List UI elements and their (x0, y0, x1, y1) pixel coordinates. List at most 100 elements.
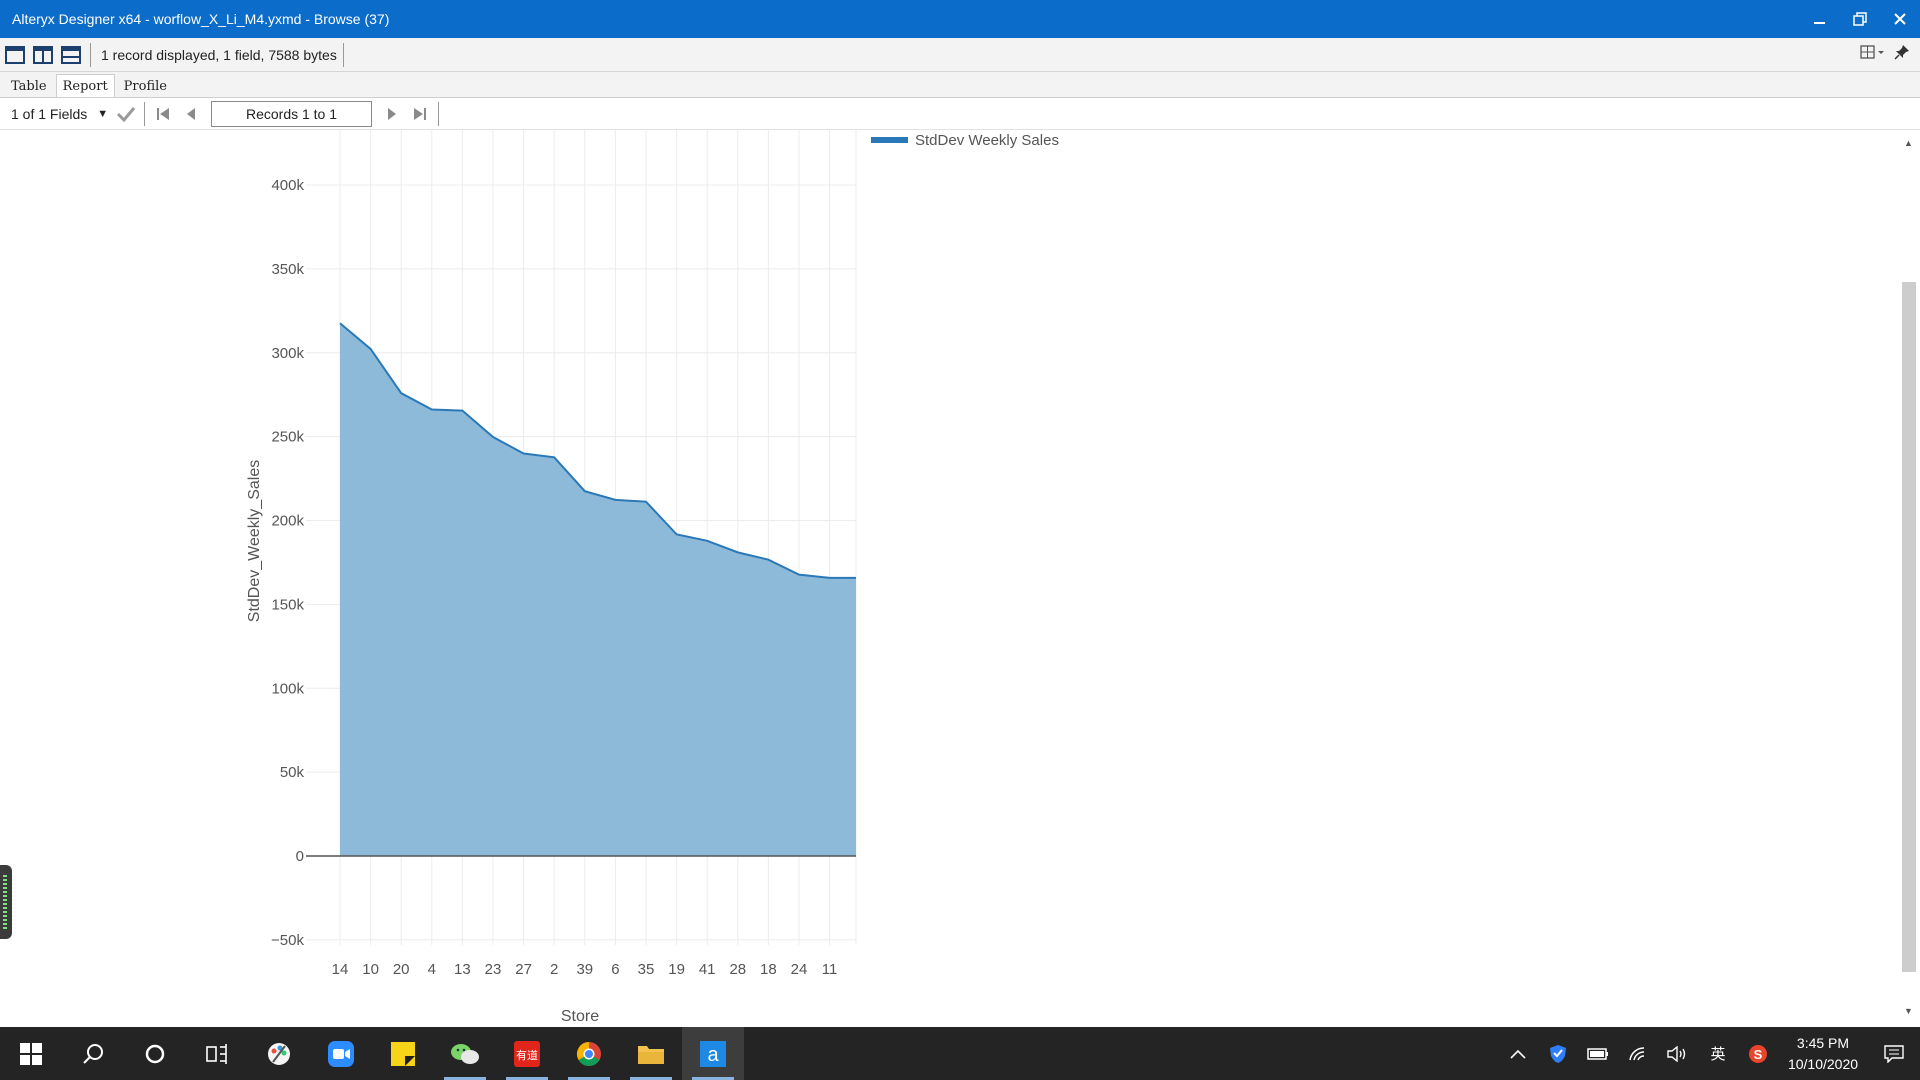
notification-center-icon[interactable] (1868, 1027, 1920, 1080)
svg-text:有道: 有道 (516, 1048, 538, 1062)
chrome-icon[interactable] (558, 1027, 620, 1080)
chevron-down-icon: ▼ (97, 107, 109, 120)
y-tick-label: 200k (271, 513, 304, 530)
battery-icon[interactable] (1578, 1027, 1618, 1080)
series-area-fill (340, 323, 856, 856)
nav-separator (438, 101, 439, 126)
split-horizontal-icon[interactable] (58, 42, 84, 68)
search-icon[interactable] (62, 1027, 124, 1080)
scrollbar-thumb[interactable] (1902, 282, 1916, 972)
tab-report[interactable]: Report (55, 74, 115, 97)
y-tick-label: 400k (271, 177, 304, 194)
report-pane: −50k 0 50k 100k 150k 200k 250k 300k 350k 400k 14 1… (0, 130, 1898, 1027)
pin-icon[interactable] (1894, 44, 1910, 65)
x-tick-label: 18 (760, 961, 777, 978)
x-tick-label: 13 (454, 961, 471, 978)
sogou-ime-icon[interactable]: S (1738, 1027, 1778, 1080)
window-title: Alteryx Designer x64 - worflow_X_Li_M4.y… (12, 11, 390, 27)
fields-dropdown-value: 1 of 1 Fields (11, 105, 88, 122)
toolbar-separator (90, 42, 91, 67)
split-vertical-icon[interactable] (30, 42, 56, 68)
y-axis-ticks: −50k 0 50k 100k 150k 200k 250k 300k 350k 400k (271, 177, 304, 949)
y-axis-label: StdDev_Weekly_Sales (246, 460, 263, 622)
x-tick-label: 24 (791, 961, 808, 978)
volume-icon[interactable] (1658, 1027, 1698, 1080)
input-language-indicator[interactable]: 英 (1710, 1046, 1726, 1063)
next-record-icon[interactable] (378, 100, 406, 128)
svg-text:S: S (1754, 1047, 1763, 1062)
x-tick-label: 20 (393, 961, 410, 978)
x-axis-label: Store (561, 1008, 599, 1025)
close-icon[interactable] (1880, 0, 1920, 38)
series-line (339, 322, 856, 579)
x-tick-label: 23 (485, 961, 502, 978)
windows-start-icon[interactable] (0, 1027, 62, 1080)
records-range-field[interactable]: Records 1 to 1 (211, 100, 372, 127)
wifi-icon[interactable] (1618, 1027, 1658, 1080)
cortana-icon[interactable] (124, 1027, 186, 1080)
x-tick-label: 39 (576, 961, 593, 978)
system-clock[interactable]: 3:45 PM 10/10/2020 (1778, 1033, 1868, 1075)
y-tick-label: 100k (271, 680, 304, 697)
file-explorer-icon[interactable] (620, 1027, 682, 1080)
restore-icon[interactable] (1840, 0, 1880, 38)
x-axis-ticks: 14 10 20 4 13 23 27 2 39 6 35 19 41 28 18 24 11 (332, 961, 838, 978)
side-panel-handle[interactable] (0, 865, 12, 939)
first-record-icon[interactable] (149, 100, 177, 128)
scroll-down-icon[interactable]: ▼ (1904, 1006, 1913, 1016)
title-bar: Alteryx Designer x64 - worflow_X_Li_M4.y… (0, 0, 1920, 38)
task-view-icon[interactable] (186, 1027, 248, 1080)
nav-separator (144, 101, 145, 126)
legend-swatch (871, 137, 908, 143)
y-tick-label: 300k (271, 345, 304, 362)
x-tick-label: 19 (668, 961, 685, 978)
security-shield-icon[interactable] (1538, 1027, 1578, 1080)
x-tick-label: 11 (822, 961, 838, 978)
paint-app-icon[interactable] (248, 1027, 310, 1080)
record-status: 1 record displayed, 1 field, 7588 bytes (101, 46, 337, 63)
legend-label: StdDev Weekly Sales (915, 132, 1059, 149)
y-tick-label: 0 (296, 848, 304, 865)
x-tick-label: 27 (515, 961, 532, 978)
view-options-icon[interactable] (1860, 44, 1886, 65)
youdao-icon[interactable]: 有道 (496, 1027, 558, 1080)
view-tabs: Table Report Profile (0, 72, 1920, 98)
previous-record-icon[interactable] (177, 100, 205, 128)
x-tick-label: 35 (638, 961, 655, 978)
single-pane-icon[interactable] (2, 42, 28, 68)
minimize-icon[interactable] (1800, 0, 1840, 38)
wechat-icon[interactable] (434, 1027, 496, 1080)
system-tray: 英 S 3:45 PM 10/10/2020 (1498, 1027, 1920, 1080)
y-tick-label: 150k (271, 596, 304, 613)
svg-text:a: a (707, 1044, 719, 1066)
x-tick-label: 2 (550, 961, 558, 978)
record-navigation-bar: 1 of 1 Fields ▼ Records 1 to 1 (0, 98, 1920, 130)
tab-profile[interactable]: Profile (123, 79, 167, 94)
x-tick-label: 41 (699, 961, 716, 978)
toolbar-separator (342, 42, 344, 67)
fields-dropdown[interactable]: 1 of 1 Fields ▼ (0, 106, 112, 122)
browse-toolbar: 1 record displayed, 1 field, 7588 bytes (0, 38, 1920, 72)
clock-date: 10/10/2020 (1787, 1055, 1859, 1072)
x-tick-label: 10 (362, 961, 379, 978)
show-hidden-icons-icon[interactable] (1498, 1027, 1538, 1080)
x-tick-label: 28 (729, 961, 746, 978)
x-tick-label: 14 (332, 961, 349, 978)
scroll-up-icon[interactable]: ▲ (1904, 138, 1913, 148)
x-tick-label: 4 (428, 961, 436, 978)
chart-legend: StdDev Weekly Sales (871, 132, 1059, 149)
x-tick-label: 6 (611, 961, 619, 978)
clock-time: 3:45 PM (1796, 1034, 1850, 1051)
alteryx-icon[interactable]: a (682, 1027, 744, 1080)
y-tick-label: −50k (271, 932, 304, 949)
vertical-scrollbar[interactable]: ▲ ▼ (1898, 130, 1920, 1027)
zoom-app-icon[interactable] (310, 1027, 372, 1080)
sticky-notes-icon[interactable] (372, 1027, 434, 1080)
checkmark-icon[interactable] (112, 100, 140, 128)
tab-table[interactable]: Table (11, 79, 47, 94)
windows-taskbar: 有道 a 英 S 3:45 PM 10/10/2020 (0, 1027, 1920, 1080)
y-tick-label: 350k (271, 261, 304, 278)
last-record-icon[interactable] (406, 100, 434, 128)
y-tick-label: 50k (280, 764, 305, 781)
